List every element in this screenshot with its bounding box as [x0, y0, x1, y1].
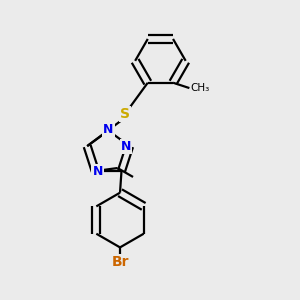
- Text: Br: Br: [111, 255, 129, 269]
- Text: N: N: [121, 140, 131, 153]
- Text: CH₃: CH₃: [191, 83, 210, 93]
- Text: S: S: [120, 107, 130, 121]
- Text: N: N: [103, 123, 114, 136]
- Text: N: N: [92, 164, 103, 178]
